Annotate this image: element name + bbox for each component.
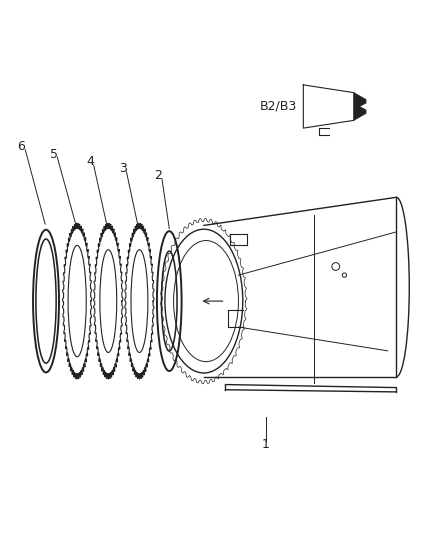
- Text: 4: 4: [86, 155, 94, 168]
- Text: B2/B3: B2/B3: [260, 100, 297, 113]
- Text: 5: 5: [50, 148, 58, 160]
- Text: 6: 6: [17, 140, 25, 153]
- Polygon shape: [354, 93, 366, 120]
- Text: 1: 1: [262, 438, 270, 451]
- Text: 2: 2: [155, 169, 162, 182]
- Text: 3: 3: [119, 162, 127, 175]
